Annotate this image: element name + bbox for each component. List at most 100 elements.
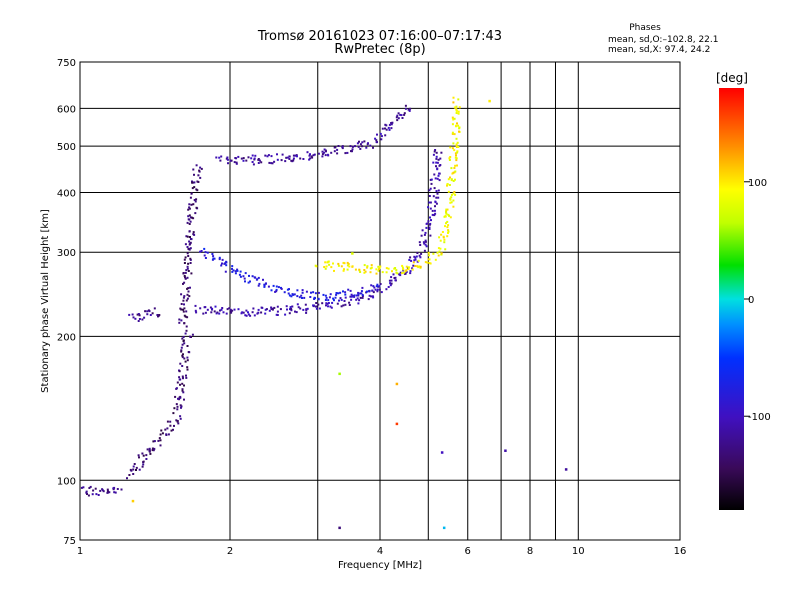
data-point: [183, 281, 186, 284]
data-point: [182, 336, 185, 338]
data-point: [126, 477, 128, 480]
data-point: [456, 164, 458, 167]
data-point: [231, 309, 234, 312]
data-point: [328, 263, 331, 266]
data-point: [452, 96, 455, 99]
data-point: [179, 362, 182, 365]
data-point: [412, 264, 415, 267]
data-point: [414, 258, 417, 261]
data-point: [349, 289, 352, 292]
data-point: [182, 296, 185, 299]
data-point: [359, 147, 362, 150]
data-point: [321, 150, 324, 153]
data-point: [348, 301, 351, 304]
data-point: [164, 428, 167, 431]
data-point: [458, 130, 460, 133]
data-point: [323, 148, 326, 151]
data-point: [424, 240, 427, 243]
data-point: [344, 303, 347, 306]
data-point: [445, 210, 448, 213]
data-point: [336, 302, 339, 305]
data-point: [453, 117, 456, 120]
data-point: [189, 216, 192, 219]
data-point: [191, 187, 194, 190]
data-point: [420, 234, 423, 237]
data-point: [219, 309, 221, 312]
data-point: [225, 260, 228, 263]
data-point: [203, 254, 206, 257]
data-point: [194, 200, 197, 203]
data-point: [390, 122, 393, 124]
data-point: [196, 189, 199, 192]
data-point: [447, 232, 449, 234]
data-point: [438, 172, 441, 175]
data-point: [253, 314, 256, 317]
data-point: [263, 285, 266, 288]
grid-lines: [80, 62, 680, 540]
data-point: [242, 275, 245, 278]
data-point: [418, 241, 421, 244]
y-tick-label: 75: [63, 536, 76, 547]
data-point: [337, 264, 340, 267]
data-point: [172, 412, 175, 415]
data-point: [434, 212, 437, 215]
data-point: [238, 273, 241, 276]
data-point: [191, 180, 193, 183]
data-point: [186, 276, 189, 279]
data-point: [141, 318, 144, 321]
data-point: [418, 265, 421, 268]
data-point: [188, 207, 191, 210]
data-point: [276, 305, 279, 308]
data-point: [102, 490, 105, 493]
outlier-point: [395, 422, 399, 426]
data-point: [333, 269, 335, 272]
data-point: [148, 310, 151, 313]
data-point: [437, 254, 440, 257]
data-point: [292, 293, 295, 296]
data-point: [182, 377, 184, 380]
data-point: [146, 313, 149, 316]
data-point: [149, 314, 152, 316]
data-point: [447, 178, 450, 181]
data-point: [385, 271, 388, 274]
data-point: [409, 272, 412, 275]
data-point: [346, 261, 349, 264]
data-point: [377, 269, 380, 272]
data-point: [389, 282, 392, 285]
data-point: [169, 424, 172, 427]
data-point: [185, 299, 188, 302]
data-point: [186, 293, 189, 296]
data-point: [366, 266, 369, 269]
data-point: [445, 208, 448, 211]
outlier-point: [442, 526, 446, 530]
data-point: [181, 337, 184, 340]
data-point: [399, 271, 402, 274]
data-point: [424, 239, 427, 242]
data-point: [310, 155, 313, 158]
data-point: [435, 202, 438, 205]
data-point: [213, 257, 216, 260]
data-point: [441, 231, 444, 233]
data-point: [266, 155, 269, 158]
data-point: [180, 346, 183, 349]
data-point: [132, 465, 135, 468]
data-point: [145, 454, 148, 457]
data-point: [347, 263, 350, 265]
data-point: [133, 463, 136, 465]
data-point: [424, 231, 427, 234]
x-axis-label: Frequency [MHz]: [338, 560, 422, 571]
outlier-point: [488, 99, 491, 103]
data-point: [437, 247, 440, 250]
data-point: [80, 486, 83, 489]
data-point: [428, 195, 431, 197]
data-point: [211, 307, 214, 310]
data-point: [407, 266, 410, 269]
data-point: [437, 174, 440, 177]
data-point: [331, 301, 334, 304]
data-point: [321, 153, 324, 156]
data-point: [353, 295, 356, 298]
data-point: [367, 298, 370, 301]
data-point: [257, 162, 260, 164]
data-point: [315, 305, 318, 308]
